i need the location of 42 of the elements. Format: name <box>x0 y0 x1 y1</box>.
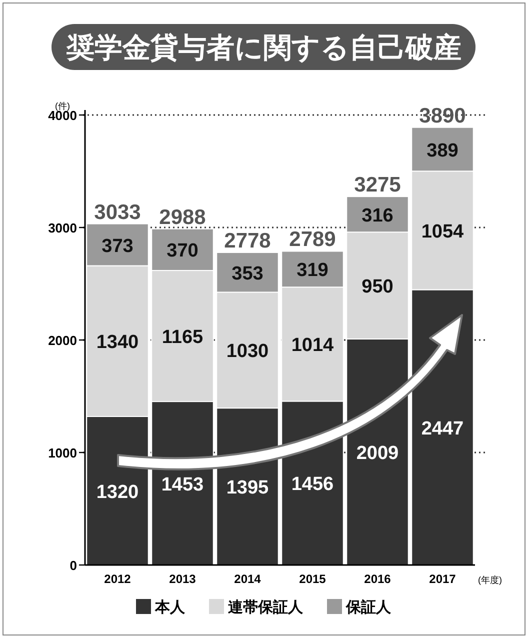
data-label: 373 <box>102 236 134 257</box>
legend-item: 本人 <box>136 599 185 616</box>
data-label: 1456 <box>291 474 334 496</box>
data-label: 389 <box>426 140 458 162</box>
y-tick-label: 3000 <box>48 220 77 236</box>
total-label: 3275 <box>354 174 402 197</box>
data-label: 316 <box>362 205 394 226</box>
total-label: 2988 <box>159 206 206 229</box>
legend-label: 連帯保証人 <box>227 599 304 616</box>
y-tick-label: 0 <box>70 558 77 573</box>
legend-item: 連帯保証人 <box>209 599 303 616</box>
data-label: 353 <box>232 263 264 284</box>
x-axis-title: (年度) <box>478 575 502 585</box>
x-tick-label: 2013 <box>169 572 196 586</box>
legend-label: 保証人 <box>345 599 392 616</box>
data-label: 1395 <box>226 478 270 499</box>
data-label: 950 <box>362 276 394 298</box>
data-label: 1320 <box>96 482 139 503</box>
x-tick-label: 2017 <box>429 572 456 586</box>
total-label: 2778 <box>224 229 272 252</box>
x-tick-label: 2014 <box>234 572 262 586</box>
data-label: 2447 <box>421 418 464 440</box>
data-label: 2009 <box>356 442 399 464</box>
data-label: 319 <box>296 260 328 282</box>
data-label: 1014 <box>291 335 334 356</box>
x-tick-label: 2016 <box>364 572 392 586</box>
x-tick-label: 2015 <box>299 572 326 586</box>
y-axis-title: (件) <box>55 101 70 111</box>
data-label: 1165 <box>162 327 204 348</box>
total-label: 2789 <box>289 228 336 252</box>
chart-title: 奨学金貸与者に関する自己破産 <box>66 32 462 63</box>
total-label: 3033 <box>94 200 141 224</box>
data-label: 1030 <box>226 341 269 362</box>
legend-item: 保証人 <box>327 599 391 616</box>
data-label: 1453 <box>161 474 204 496</box>
x-tick-label: 2012 <box>104 572 132 586</box>
data-label: 1054 <box>421 221 464 242</box>
y-tick-label: 1000 <box>48 446 77 460</box>
total-label: 3890 <box>419 104 466 128</box>
data-label: 1340 <box>96 332 139 354</box>
data-label: 370 <box>166 240 198 262</box>
y-tick-label: 2000 <box>48 333 77 348</box>
